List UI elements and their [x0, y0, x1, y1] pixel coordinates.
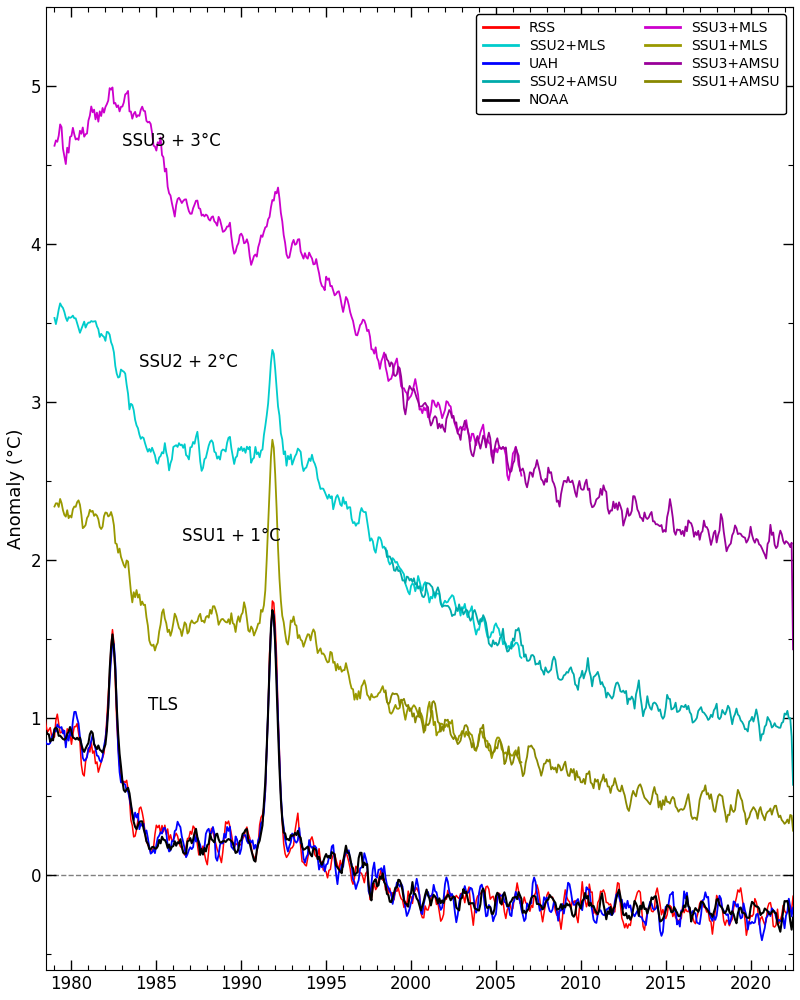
- Text: SSU2 + 2°C: SSU2 + 2°C: [139, 353, 238, 371]
- Text: TLS: TLS: [148, 696, 178, 714]
- Text: SSU1 + 1°C: SSU1 + 1°C: [182, 527, 281, 545]
- Text: SSU3 + 3°C: SSU3 + 3°C: [122, 132, 221, 150]
- Y-axis label: Anomaly (°C): Anomaly (°C): [7, 428, 25, 549]
- Legend: RSS, SSU2+MLS, UAH, SSU2+AMSU, NOAA, SSU3+MLS, SSU1+MLS, SSU3+AMSU, SSU1+AMSU: RSS, SSU2+MLS, UAH, SSU2+AMSU, NOAA, SSU…: [476, 14, 786, 114]
